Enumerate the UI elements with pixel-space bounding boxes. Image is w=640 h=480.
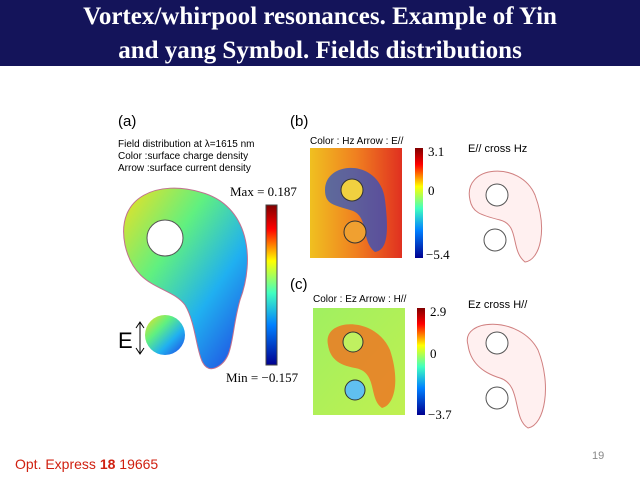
disk (343, 220, 367, 244)
header: Vortex/whirpool resonances. Example of Y… (0, 0, 640, 66)
small-disk (145, 315, 185, 355)
panel-label: (a) (118, 113, 136, 130)
citation: Opt. Express 18 19665 (15, 456, 158, 472)
scale-label: −5.4 (426, 247, 450, 262)
shape (468, 170, 542, 263)
caption: Color :surface charge density (118, 151, 248, 162)
title-line: Vortex/whirpool resonances. Example of Y… (83, 3, 557, 30)
scale-label: −3.7 (428, 407, 452, 422)
hole (342, 331, 364, 353)
right-title: Ez cross H// (468, 299, 528, 311)
shape (325, 167, 387, 252)
disk (344, 379, 366, 401)
page-number: 19 (592, 450, 605, 462)
field-label: E (118, 328, 133, 353)
hole (340, 178, 364, 202)
scale-label: 2.9 (430, 304, 446, 319)
journal: Opt. Express (15, 456, 96, 472)
yin-yang-shape (123, 187, 248, 370)
page: 19665 (119, 456, 159, 472)
hole (146, 219, 184, 257)
arrow (135, 321, 145, 355)
scale-label: 3.1 (428, 144, 444, 159)
colorbar (415, 148, 423, 258)
shape (466, 323, 546, 429)
caption: Arrow :surface current density (118, 163, 251, 174)
scale-label: 0 (428, 183, 435, 198)
panel-label: (c) (290, 276, 308, 293)
hole (485, 183, 509, 207)
hole (485, 331, 509, 355)
right-title: E// cross Hz (468, 143, 527, 155)
legend: Color : Ez Arrow : H// (313, 294, 407, 305)
volume: 18 (99, 456, 116, 472)
title-line: and yang Symbol. Fields distributions (118, 37, 522, 64)
disk (485, 386, 509, 410)
panel-label: (b) (290, 113, 308, 130)
caption: Field distribution at λ=1615 nm (118, 139, 254, 150)
max-label: Max = 0.187 (230, 184, 297, 199)
disk (483, 228, 507, 252)
min-label: Min = −0.157 (226, 370, 299, 385)
colorbar (265, 204, 278, 366)
colorbar (417, 308, 425, 415)
legend: Color : Hz Arrow : E// (310, 136, 404, 147)
scale-label: 0 (430, 346, 437, 361)
